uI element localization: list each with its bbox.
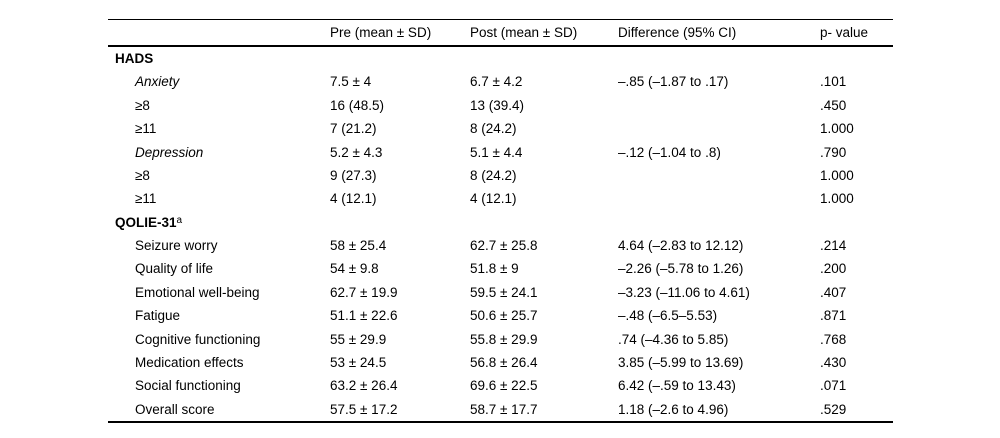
pre-cell: 54 ± 9.8 <box>330 261 379 277</box>
p-cell: 1.000 <box>820 121 854 137</box>
table-row-social-functioning: Social functioning 63.2 ± 26.4 69.6 ± 22… <box>108 374 893 397</box>
row-label: Fatigue <box>135 308 181 324</box>
post-cell: 51.8 ± 9 <box>470 261 519 277</box>
row-label: ≥11 <box>135 191 157 207</box>
header-difference: Difference (95% CI) <box>618 24 737 40</box>
pre-cell: 63.2 ± 26.4 <box>330 378 398 394</box>
diff-cell: –.48 (–6.5–5.53) <box>618 308 718 324</box>
p-cell: .790 <box>820 144 847 160</box>
row-label: HADS <box>115 50 154 66</box>
p-cell: 1.000 <box>820 167 854 183</box>
header-p-value: p- value <box>820 24 869 40</box>
row-label: Emotional well-being <box>135 284 260 300</box>
diff-cell: 4.64 (–2.83 to 12.12) <box>618 238 744 254</box>
p-cell: .450 <box>820 97 847 113</box>
row-label: Social functioning <box>135 378 241 394</box>
post-cell: 59.5 ± 24.1 <box>470 284 538 300</box>
post-cell: 62.7 ± 25.8 <box>470 238 538 254</box>
pre-cell: 7 (21.2) <box>330 121 377 137</box>
p-cell: .071 <box>820 378 847 394</box>
post-cell: 55.8 ± 29.9 <box>470 331 538 347</box>
pre-cell: 51.1 ± 22.6 <box>330 308 398 324</box>
post-cell: 13 (39.4) <box>470 97 525 113</box>
table-row-medication-effects: Medication effects 53 ± 24.5 56.8 ± 26.4… <box>108 351 893 374</box>
p-cell: .529 <box>820 401 847 417</box>
row-label: Cognitive functioning <box>135 331 261 347</box>
header-post: Post (mean ± SD) <box>470 24 578 40</box>
table-header-row: Pre (mean ± SD) Post (mean ± SD) Differe… <box>108 20 893 47</box>
row-label: ≥11 <box>135 121 157 137</box>
pre-cell: 58 ± 25.4 <box>330 238 387 254</box>
diff-cell: 3.85 (–5.99 to 13.69) <box>618 355 744 371</box>
pre-cell: 55 ± 29.9 <box>330 331 387 347</box>
pre-cell: 7.5 ± 4 <box>330 74 372 90</box>
pre-cell: 5.2 ± 4.3 <box>330 144 383 160</box>
table-row-depression-ge11: ≥11 4 (12.1) 4 (12.1) 1.000 <box>108 187 893 210</box>
row-label: Quality of life <box>135 261 214 277</box>
table-row-cognitive-functioning: Cognitive functioning 55 ± 29.9 55.8 ± 2… <box>108 328 893 351</box>
pre-cell: 9 (27.3) <box>330 167 377 183</box>
post-cell: 58.7 ± 17.7 <box>470 401 538 417</box>
post-cell: 8 (24.2) <box>470 121 517 137</box>
diff-cell: –.85 (–1.87 to .17) <box>618 74 729 90</box>
table-row-quality-of-life: Quality of life 54 ± 9.8 51.8 ± 9 –2.26 … <box>108 258 893 281</box>
row-label: QOLIE-31a <box>108 214 330 230</box>
p-cell: .871 <box>820 308 847 324</box>
pre-cell: 4 (12.1) <box>330 191 377 207</box>
footnote-marker-a: a <box>176 214 183 226</box>
diff-cell: .74 (–4.36 to 5.85) <box>618 331 729 347</box>
pre-cell: 57.5 ± 17.2 <box>330 401 398 417</box>
table-row-qolie31: QOLIE-31a <box>108 211 893 234</box>
p-cell: .768 <box>820 331 847 347</box>
p-cell: 1.000 <box>820 191 854 207</box>
post-cell: 50.6 ± 25.7 <box>470 308 538 324</box>
p-cell: .214 <box>820 238 847 254</box>
p-cell: .430 <box>820 355 847 371</box>
row-label: Seizure worry <box>135 238 218 254</box>
header-pre: Pre (mean ± SD) <box>330 24 432 40</box>
row-label: Anxiety <box>135 74 180 90</box>
diff-cell: –2.26 (–5.78 to 1.26) <box>618 261 744 277</box>
row-label: ≥8 <box>135 167 150 183</box>
row-label: Medication effects <box>135 355 244 371</box>
table-row-depression: Depression 5.2 ± 4.3 5.1 ± 4.4 –.12 (–1.… <box>108 141 893 164</box>
pre-cell: 16 (48.5) <box>330 97 385 113</box>
p-cell: .407 <box>820 284 847 300</box>
post-cell: 5.1 ± 4.4 <box>470 144 523 160</box>
post-cell: 8 (24.2) <box>470 167 517 183</box>
outcomes-table: Pre (mean ± SD) Post (mean ± SD) Differe… <box>108 19 893 424</box>
qolie-label: QOLIE-31 <box>115 214 177 230</box>
p-cell: .200 <box>820 261 847 277</box>
p-cell: .101 <box>820 74 847 90</box>
table-row-depression-ge8: ≥8 9 (27.3) 8 (24.2) 1.000 <box>108 164 893 187</box>
row-label: ≥8 <box>135 97 150 113</box>
diff-cell: –.12 (–1.04 to .8) <box>618 144 721 160</box>
table-row-hads: HADS <box>108 47 893 70</box>
pre-cell: 62.7 ± 19.9 <box>330 284 398 300</box>
table-row-anxiety: Anxiety 7.5 ± 4 6.7 ± 4.2 –.85 (–1.87 to… <box>108 70 893 93</box>
post-cell: 69.6 ± 22.5 <box>470 378 538 394</box>
post-cell: 56.8 ± 26.4 <box>470 355 538 371</box>
table-row-fatigue: Fatigue 51.1 ± 22.6 50.6 ± 25.7 –.48 (–6… <box>108 304 893 327</box>
table-row-anxiety-ge11: ≥11 7 (21.2) 8 (24.2) 1.000 <box>108 117 893 140</box>
post-cell: 6.7 ± 4.2 <box>470 74 523 90</box>
table-row-anxiety-ge8: ≥8 16 (48.5) 13 (39.4) .450 <box>108 94 893 117</box>
diff-cell: –3.23 (–11.06 to 4.61) <box>618 284 750 300</box>
diff-cell: 1.18 (–2.6 to 4.96) <box>618 401 729 417</box>
row-label: Depression <box>135 144 204 160</box>
diff-cell: 6.42 (–.59 to 13.43) <box>618 378 736 394</box>
table-row-emotional-wellbeing: Emotional well-being 62.7 ± 19.9 59.5 ± … <box>108 281 893 304</box>
table-row-seizure-worry: Seizure worry 58 ± 25.4 62.7 ± 25.8 4.64… <box>108 234 893 257</box>
pre-cell: 53 ± 24.5 <box>330 355 387 371</box>
table-row-overall-score: Overall score 57.5 ± 17.2 58.7 ± 17.7 1.… <box>108 398 893 421</box>
row-label: Overall score <box>135 401 215 417</box>
post-cell: 4 (12.1) <box>470 191 517 207</box>
